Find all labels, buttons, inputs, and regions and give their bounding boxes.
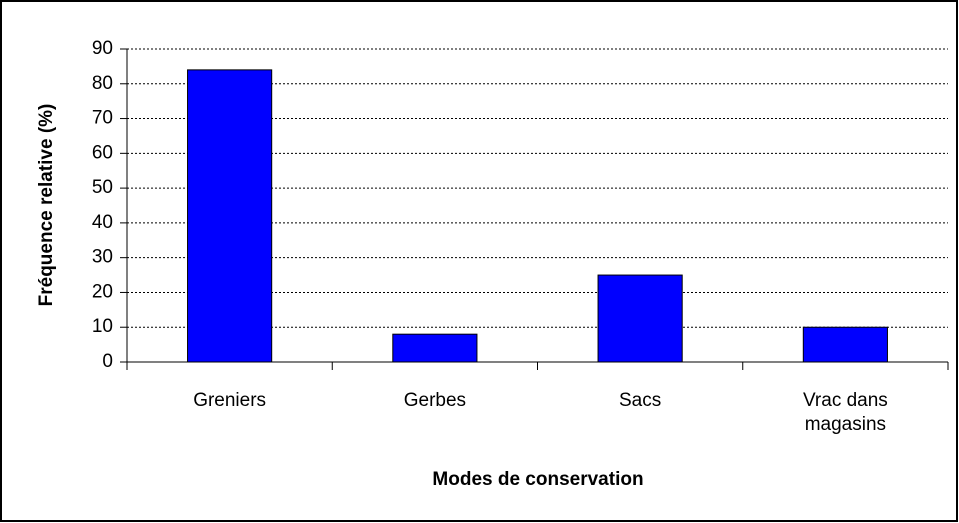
y-tick-label: 40 [92, 212, 113, 233]
y-axis-label: Fréquence relative (%) [36, 104, 57, 307]
bar [392, 333, 478, 363]
y-tick-label: 80 [92, 73, 113, 94]
x-tick-label: Gerbes [403, 390, 467, 411]
x-tick-label: Vrac dans magasins [802, 390, 888, 435]
x-tick-label: Sacs [619, 390, 662, 411]
x-axis-label: Modes de conservation [432, 469, 643, 490]
bar [597, 274, 683, 363]
y-tick-label: 70 [92, 108, 113, 129]
y-tick-label: 0 [102, 351, 113, 372]
y-tick-label: 50 [92, 177, 113, 198]
bar [187, 69, 273, 363]
y-tick-label: 20 [92, 281, 113, 302]
y-tick-label: 60 [92, 142, 113, 163]
bar [802, 326, 888, 363]
y-tick-label: 90 [92, 38, 113, 59]
y-tick-label: 30 [92, 247, 113, 268]
y-tick-label: 10 [92, 316, 113, 337]
x-tick-label: Greniers [193, 390, 267, 411]
